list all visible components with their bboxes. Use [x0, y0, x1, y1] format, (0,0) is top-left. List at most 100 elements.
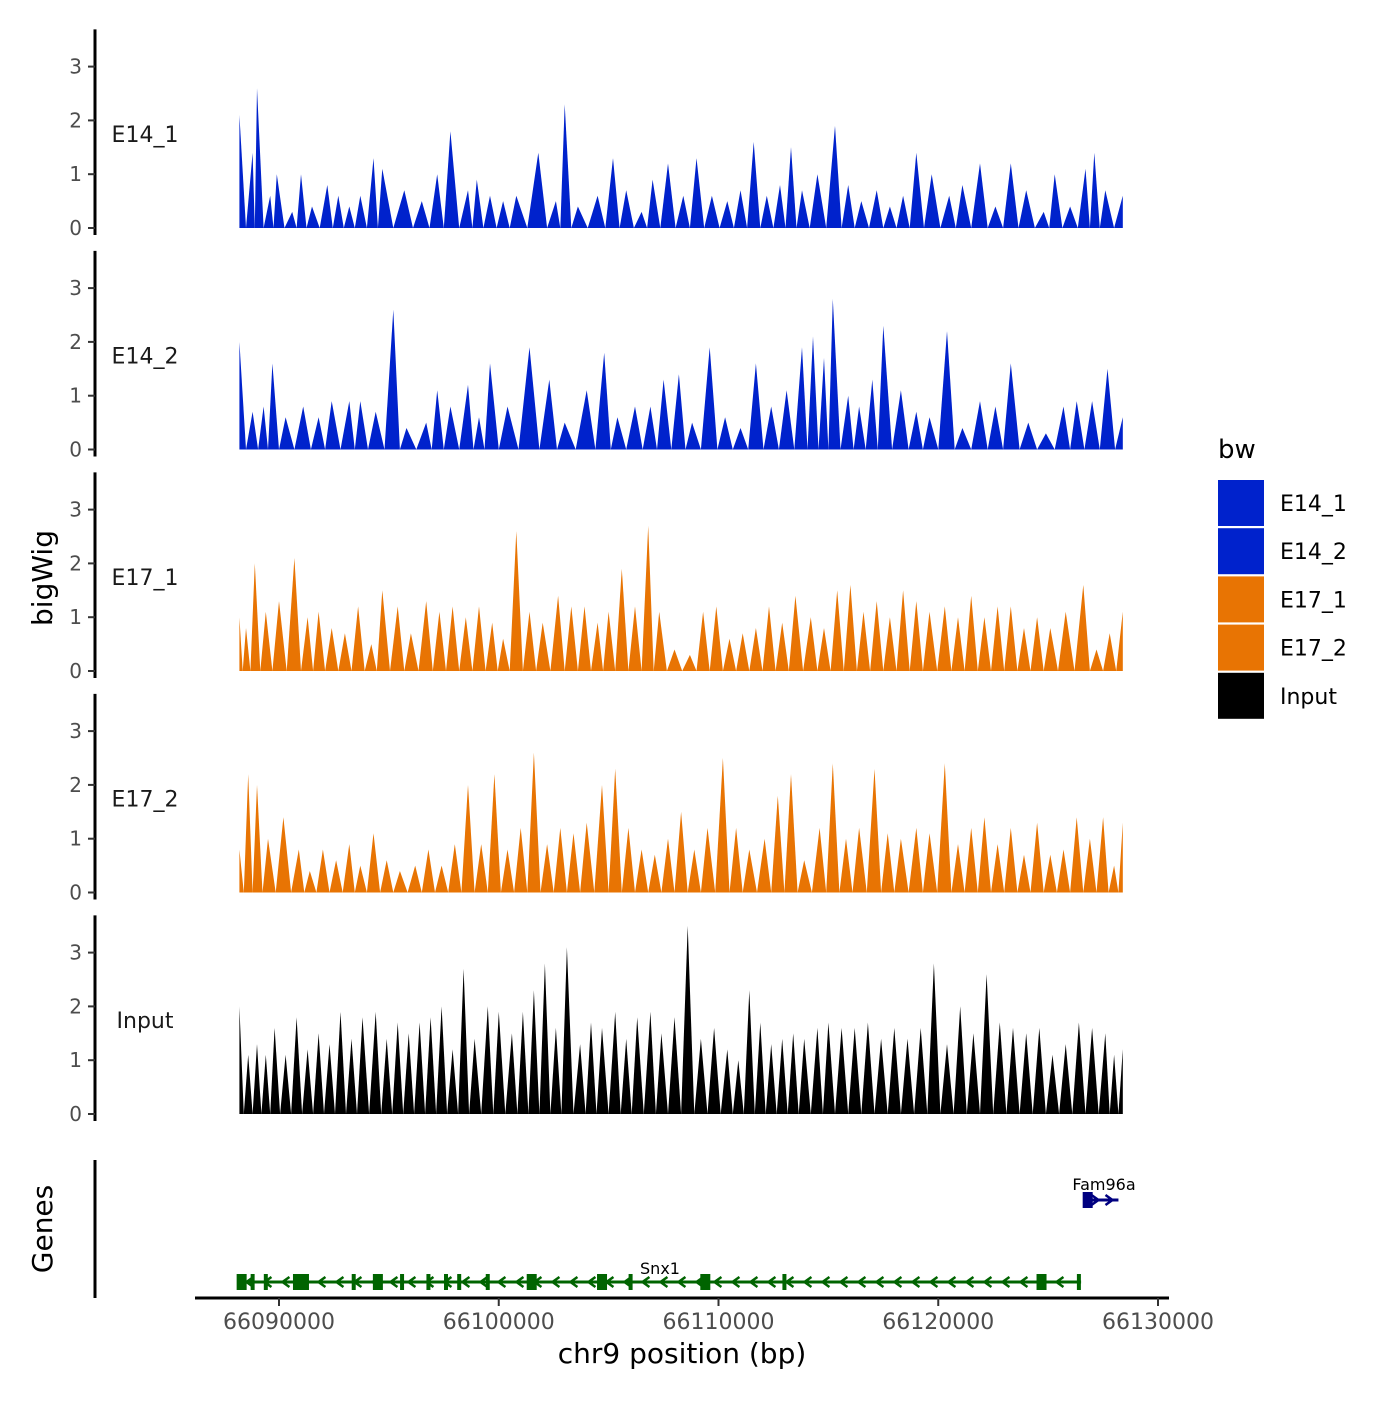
coverage-peak — [648, 854, 662, 893]
coverage-peak — [733, 190, 748, 228]
coverage-peak — [631, 1017, 644, 1114]
coverage-peak — [262, 838, 276, 893]
coverage-peak — [575, 390, 596, 450]
coverage-peak — [392, 1022, 404, 1114]
y-axis-title: bigWig — [26, 530, 59, 626]
coverage-peak — [653, 611, 667, 671]
coverage-peak — [587, 195, 606, 228]
coverage-peak — [1089, 152, 1100, 228]
coverage-peak — [483, 195, 497, 228]
coverage-peak — [260, 611, 273, 671]
coverage-peak — [785, 147, 797, 228]
coverage-peak — [687, 849, 701, 893]
coverage-peak — [254, 88, 264, 228]
coverage-peak — [376, 590, 390, 671]
strand-arrow — [658, 1275, 669, 1289]
coverage-peak — [484, 363, 499, 450]
coverage-peak — [505, 1033, 518, 1114]
coverage-peak — [1098, 1033, 1110, 1114]
coverage-peak — [937, 606, 952, 671]
strand-arrow — [838, 1275, 849, 1289]
strand-arrow — [874, 1275, 885, 1289]
coverage-peak — [284, 211, 297, 228]
coverage-peak — [828, 298, 841, 450]
coverage-peak — [955, 185, 972, 228]
coverage-peak — [619, 190, 634, 228]
coverage-peak — [655, 1033, 668, 1114]
coverage-peak — [704, 195, 720, 228]
coverage-peak — [626, 406, 643, 450]
exon — [400, 1274, 405, 1290]
coverage-peak — [1114, 195, 1123, 228]
strand-arrow — [514, 1275, 525, 1289]
coverage-peak — [953, 1006, 967, 1114]
coverage-peak — [243, 1054, 253, 1114]
strand-arrow — [334, 1275, 345, 1289]
coverage-peak — [258, 406, 268, 450]
coverage-peak — [429, 174, 444, 228]
coverage-peak — [991, 606, 1005, 671]
coverage-peak — [794, 347, 808, 450]
coverage-peak — [894, 838, 909, 893]
coverage-peak — [239, 115, 246, 228]
coverage-peak — [459, 190, 473, 228]
coverage-peak — [261, 1054, 271, 1114]
coverage-peak — [748, 363, 764, 450]
coverage-peak — [536, 622, 551, 671]
gene-Fam96a: Fam96a — [1072, 1175, 1136, 1208]
coverage-peak — [518, 347, 540, 450]
coverage-peak — [993, 1022, 1007, 1114]
legend-entry-label: E14_2 — [1280, 540, 1347, 565]
coverage-peak — [865, 379, 878, 450]
strand-arrow — [640, 1275, 651, 1289]
coverage-peak — [448, 844, 462, 893]
coverage-peak — [239, 849, 244, 893]
coverage-peak — [291, 1017, 303, 1114]
coverage-peak — [830, 590, 844, 671]
coverage-peak — [325, 401, 341, 450]
strand-arrow — [928, 1275, 939, 1289]
coverage-peak — [346, 1038, 357, 1114]
legend-title: bw — [1218, 435, 1256, 465]
coverage-peak — [681, 925, 695, 1114]
legend-swatch — [1218, 624, 1264, 671]
coverage-peak — [594, 784, 609, 893]
coverage-peak — [778, 390, 795, 450]
coverage-peak — [553, 827, 567, 893]
exon — [457, 1274, 462, 1290]
coverage-peak — [1084, 401, 1100, 450]
y-tick-label: 0 — [69, 1102, 82, 1126]
coverage-peak — [951, 617, 965, 671]
coverage-peak — [951, 844, 965, 893]
coverage-peak — [732, 428, 749, 450]
coverage-peak — [810, 1027, 823, 1114]
coverage-peak — [1089, 649, 1104, 671]
coverage-peak — [416, 422, 432, 450]
exon — [426, 1274, 431, 1290]
coverage-peak — [666, 649, 683, 671]
coverage-peak — [675, 195, 690, 228]
coverage-peak — [605, 158, 620, 228]
y-tick-label: 2 — [69, 994, 82, 1018]
legend-swatch — [1218, 480, 1264, 526]
coverage-peak — [1058, 611, 1075, 671]
exon — [782, 1274, 787, 1290]
coverage-peak — [509, 195, 528, 228]
exon — [700, 1274, 711, 1290]
coverage-peak — [1030, 617, 1044, 671]
exon — [485, 1274, 490, 1290]
coverage-peak — [564, 606, 578, 671]
x-tick-label: 66110000 — [663, 1310, 775, 1335]
gene-label: Snx1 — [640, 1259, 680, 1278]
coverage-peak — [275, 817, 292, 893]
coverage-peak — [747, 141, 761, 228]
strand-arrow — [712, 1275, 723, 1289]
coverage-peak — [966, 1033, 980, 1114]
strand-arrow — [460, 1275, 471, 1289]
coverage-peak — [340, 401, 355, 450]
strand-arrow — [892, 1275, 903, 1289]
coverage-peak — [472, 179, 484, 228]
coverage-peak — [407, 865, 422, 893]
track-E17_1: 0 1 2 3 E17_1 — [69, 472, 1123, 683]
coverage-peak — [316, 849, 330, 893]
